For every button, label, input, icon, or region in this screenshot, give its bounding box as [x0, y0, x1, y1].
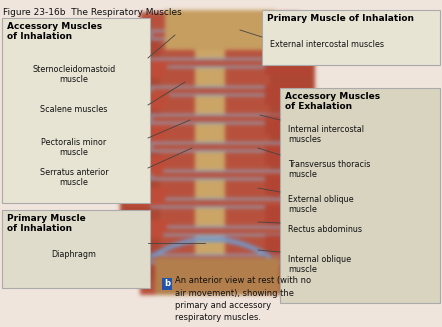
Text: Internal oblique
muscle: Internal oblique muscle	[288, 255, 351, 274]
Bar	[162, 278, 172, 290]
Text: Internal intercostal
muscles: Internal intercostal muscles	[288, 125, 364, 145]
Bar	[262, 10, 440, 65]
Text: Figure 23-16b  The Respiratory Muscles: Figure 23-16b The Respiratory Muscles	[3, 8, 182, 17]
Text: Primary Muscle: Primary Muscle	[7, 214, 86, 223]
Text: Serratus anterior
muscle: Serratus anterior muscle	[40, 168, 108, 187]
Bar	[2, 210, 150, 288]
Text: Accessory Muscles: Accessory Muscles	[7, 22, 102, 31]
Bar	[280, 88, 440, 303]
Text: Scalene muscles: Scalene muscles	[40, 105, 108, 114]
Text: External oblique
muscle: External oblique muscle	[288, 195, 354, 215]
Text: External intercostal muscles: External intercostal muscles	[270, 40, 384, 49]
Text: of Exhalation: of Exhalation	[285, 102, 352, 111]
Text: Pectoralis minor
muscle: Pectoralis minor muscle	[42, 138, 107, 157]
Text: of Inhalation: of Inhalation	[7, 224, 72, 233]
Text: An anterior view at rest (with no
air movement), showing the
primary and accesso: An anterior view at rest (with no air mo…	[175, 276, 311, 322]
Text: Sternocleidomastoid
muscle: Sternocleidomastoid muscle	[32, 65, 116, 84]
Text: Rectus abdominus: Rectus abdominus	[288, 225, 362, 234]
Bar	[2, 18, 150, 203]
Text: Accessory Muscles: Accessory Muscles	[285, 92, 380, 101]
Text: Transversus thoracis
muscle: Transversus thoracis muscle	[288, 160, 370, 180]
Text: b: b	[164, 280, 170, 288]
Text: of Inhalation: of Inhalation	[7, 32, 72, 41]
Text: Primary Muscle of Inhalation: Primary Muscle of Inhalation	[267, 14, 414, 23]
Text: Diaphragm: Diaphragm	[52, 250, 96, 259]
